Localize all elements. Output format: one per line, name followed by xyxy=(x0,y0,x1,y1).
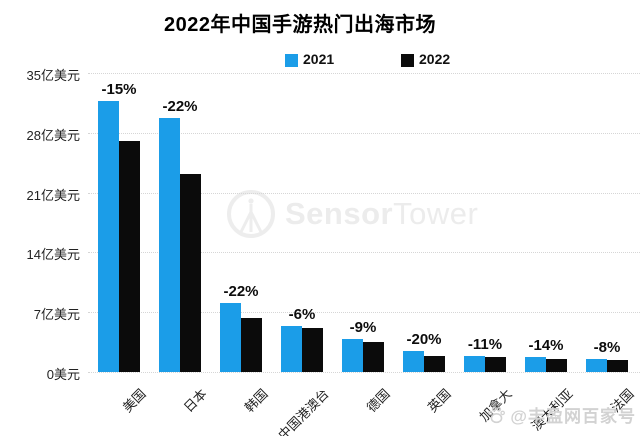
y-axis-tick-label: 14亿美元 xyxy=(26,247,80,263)
gridline xyxy=(88,372,640,373)
baijiahao-watermark: @丰盈网百家号 xyxy=(487,402,636,427)
pct-change-label: -15% xyxy=(101,81,137,99)
pct-change-label: -9% xyxy=(349,318,377,336)
gridline xyxy=(88,132,640,134)
y-axis-tick-label: 28亿美元 xyxy=(26,127,80,143)
sensortower-logo-icon xyxy=(227,190,275,238)
pct-change-label: -20% xyxy=(406,331,442,349)
legend-swatch-2022 xyxy=(401,54,414,67)
bar-2022 xyxy=(119,141,140,372)
pct-change-label: -8% xyxy=(593,339,621,357)
bar-2022 xyxy=(180,173,201,372)
bar-2022 xyxy=(241,318,262,372)
bar-2022 xyxy=(546,359,567,372)
sensortower-wordmark: SensorTower xyxy=(285,196,479,231)
x-axis-label: 韩国 xyxy=(241,386,271,416)
y-axis-tick-label: 21亿美元 xyxy=(26,187,80,203)
bar-2021 xyxy=(403,351,424,372)
x-axis-label: 德国 xyxy=(363,386,393,416)
bar-2021 xyxy=(159,118,180,372)
x-axis-label: 中国港澳台 xyxy=(275,386,332,436)
bar-2022 xyxy=(363,342,384,372)
pct-change-label: -22% xyxy=(162,98,198,116)
y-axis-tick-label: 0美元 xyxy=(46,367,80,382)
x-axis-label: 美国 xyxy=(119,386,149,416)
bar-2021 xyxy=(342,338,363,372)
baijiahao-label: @丰盈网百家号 xyxy=(510,407,636,426)
pct-change-label: -14% xyxy=(528,336,564,354)
gridline xyxy=(88,192,640,194)
pct-change-label: -22% xyxy=(223,282,259,300)
bar-2021 xyxy=(281,325,302,372)
legend-swatch-2021 xyxy=(285,54,298,67)
bar-2021 xyxy=(464,355,485,372)
legend-label-2021: 2021 xyxy=(303,51,335,67)
y-axis-tick-label: 7亿美元 xyxy=(33,307,80,323)
bar-2021 xyxy=(98,101,119,372)
bar-2022 xyxy=(302,328,323,372)
x-axis-label: 英国 xyxy=(424,386,454,416)
bar-2022 xyxy=(607,360,628,372)
sensortower-watermark: SensorTower xyxy=(225,188,478,240)
x-axis-label: 日本 xyxy=(180,386,210,416)
legend-label-2022: 2022 xyxy=(419,51,451,67)
bar-2022 xyxy=(424,355,445,372)
bar-2021 xyxy=(586,359,607,372)
gridline xyxy=(88,73,640,74)
y-axis-tick-label: 35亿美元 xyxy=(26,68,80,83)
gridline xyxy=(88,252,640,254)
bar-2021 xyxy=(220,302,241,372)
gridline xyxy=(88,312,640,314)
chart-title: 2022年中国手游热门出海市场 xyxy=(164,14,436,36)
bar-2022 xyxy=(485,357,506,372)
pct-change-label: -11% xyxy=(467,335,503,353)
bar-2021 xyxy=(525,356,546,372)
pct-change-label: -6% xyxy=(288,305,316,323)
baidu-paw-icon xyxy=(488,406,506,424)
